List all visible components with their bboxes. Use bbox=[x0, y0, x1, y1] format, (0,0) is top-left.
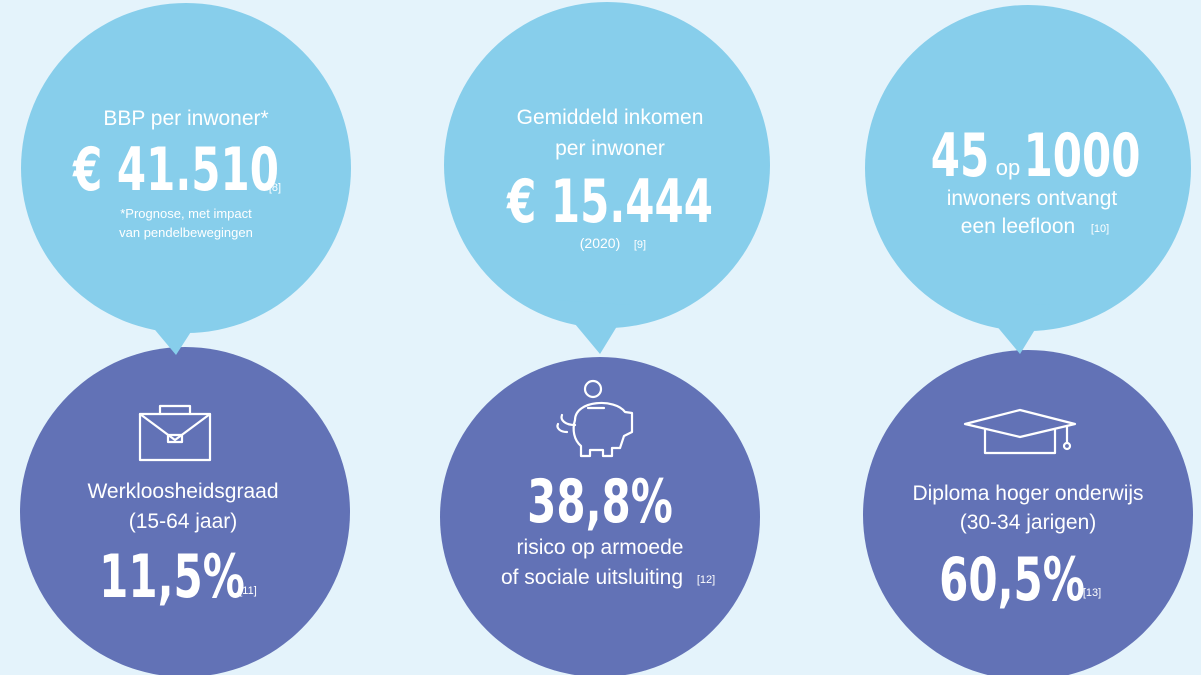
ref: [12] bbox=[697, 574, 715, 586]
note: (2020) bbox=[580, 235, 620, 251]
label: of sociale uitsluiting bbox=[501, 566, 683, 589]
ref: [13] bbox=[1083, 587, 1101, 599]
label: (15-64 jaar) bbox=[129, 510, 238, 533]
note: *Prognose, met impact bbox=[120, 206, 252, 221]
value: 1000 bbox=[1024, 122, 1141, 192]
bubble bbox=[863, 350, 1193, 675]
label: Werkloosheidsgraad bbox=[87, 480, 278, 503]
value: 60,5% bbox=[939, 546, 1085, 616]
ref: [9] bbox=[634, 239, 646, 251]
bubble bbox=[440, 357, 760, 675]
speech-bubbles bbox=[21, 2, 1191, 355]
label: inwoners ontvangt bbox=[947, 187, 1118, 210]
value: € 15.444 bbox=[506, 168, 713, 238]
graduation-cap-icon bbox=[963, 408, 1077, 455]
ref: [11] bbox=[239, 585, 257, 597]
label: BBP per inwoner* bbox=[103, 107, 268, 130]
ref: [8] bbox=[269, 182, 281, 194]
label: (30-34 jarigen) bbox=[960, 511, 1097, 534]
briefcase-icon bbox=[138, 404, 212, 462]
joiner: op bbox=[996, 155, 1020, 180]
note: van pendelbewegingen bbox=[119, 225, 253, 240]
piggy-bank-icon bbox=[556, 379, 634, 458]
label: Diploma hoger onderwijs bbox=[912, 482, 1143, 505]
label: een leefloon bbox=[961, 215, 1075, 238]
value: 45 bbox=[931, 122, 989, 192]
label: Gemiddeld inkomen bbox=[517, 106, 704, 129]
bubble bbox=[20, 347, 350, 675]
value: 38,8% bbox=[527, 468, 673, 538]
value: 11,5% bbox=[99, 543, 245, 613]
value: € 41.510 bbox=[72, 136, 279, 206]
ref: [10] bbox=[1091, 223, 1109, 235]
label: per inwoner bbox=[555, 137, 665, 160]
label: risico op armoede bbox=[517, 536, 684, 559]
